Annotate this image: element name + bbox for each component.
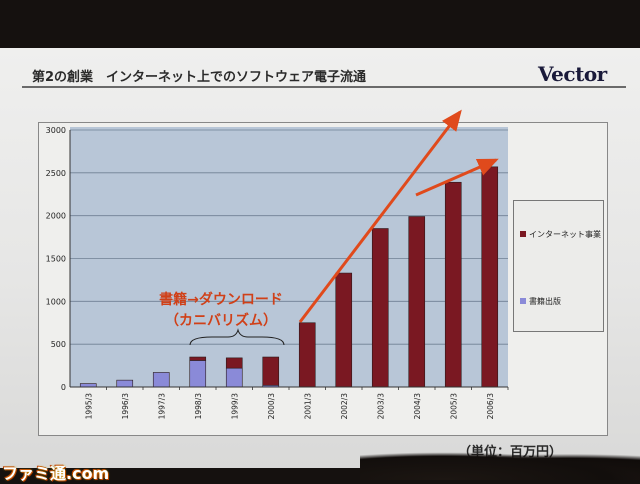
title-divider [22,86,626,88]
x-tick-label: 2000/3 [267,393,276,420]
bar-books-1998-3 [189,360,207,388]
bar-books-1995-3 [79,383,97,388]
x-tick-label: 1995/3 [84,393,93,420]
x-tick-label: 1996/3 [121,393,130,420]
bar-internet-2005-3 [444,181,462,388]
vector-logo: Vector [538,62,607,86]
legend-item-books: 書籍出版 [520,296,561,307]
bar-internet-2000-3 [262,356,280,386]
callout-line-1: 書籍→ダウンロード [159,292,283,308]
bar-internet-2004-3 [408,216,426,388]
bar-books-1999-3 [225,367,243,388]
bar-books-1997-3 [152,372,170,388]
y-tick-label: 3000 [46,126,66,135]
bar-books-1996-3 [116,379,134,388]
x-tick-label: 2001/3 [303,393,312,420]
legend-label-internet: インターネット事業 [529,230,601,239]
cannibalism-callout: 書籍→ダウンロード （カニバリズム） [146,290,296,332]
cannibalism-brace [189,328,285,346]
bar-internet-2001-3 [298,322,316,388]
bar-internet-2002-3 [335,272,353,388]
x-tick-label: 2005/3 [449,393,458,420]
x-tick-label: 2004/3 [413,393,422,420]
legend-swatch-books [520,298,526,304]
y-tick-label: 1500 [46,255,66,264]
slide-title: 第2の創業 インターネット上でのソフトウェア電子流通 [32,70,367,85]
legend-item-internet: インターネット事業 [520,229,601,240]
y-tick-label: 500 [51,340,66,349]
x-tick-label: 2006/3 [486,393,495,420]
callout-line-2: （カニバリズム） [165,313,277,329]
famitsu-watermark: ファミ通.com [2,464,110,483]
x-tick-label: 1999/3 [230,393,239,420]
x-tick-label: 1998/3 [194,393,203,420]
x-tick-label: 2002/3 [340,393,349,420]
bar-internet-2006-3 [481,166,499,388]
x-tick-label: 1997/3 [157,393,166,420]
legend-label-books: 書籍出版 [529,297,561,306]
trend-arrow [415,158,499,197]
bar-internet-1999-3 [225,357,243,369]
y-tick-label: 2500 [46,169,66,178]
bar-internet-1998-3 [189,356,207,361]
audience-silhouette [360,452,640,480]
y-tick-label: 1000 [46,297,66,306]
bar-internet-2003-3 [371,228,389,388]
y-tick-label: 0 [61,383,66,392]
x-tick-label: 2003/3 [376,393,385,420]
chart-legend: インターネット事業 書籍出版 [513,200,604,332]
y-tick-label: 2000 [46,212,66,221]
legend-swatch-internet [520,231,526,237]
growth-arrow [298,109,462,323]
plot-area [70,127,508,387]
